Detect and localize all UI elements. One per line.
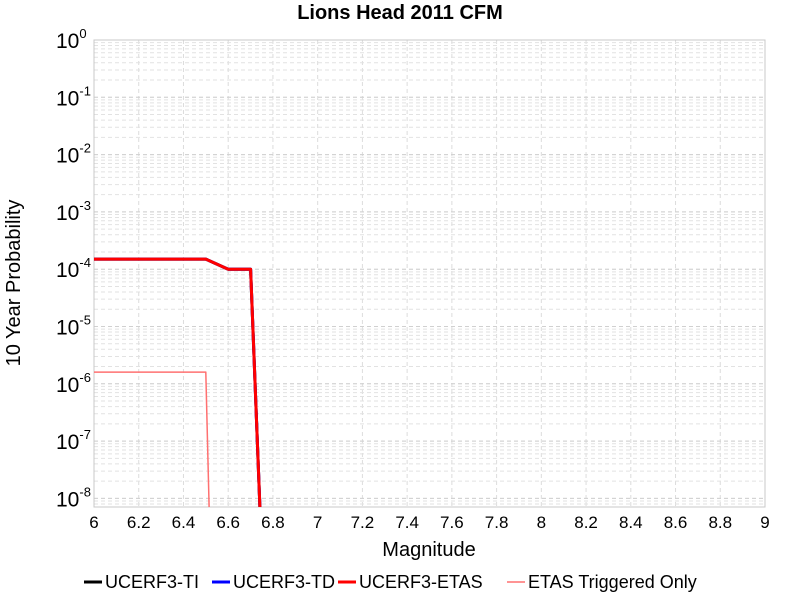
x-tick-label: 6.6 bbox=[216, 513, 240, 532]
y-axis-ticks: 100 10-1 10-2 10-3 10-4 10-5 10-6 10-7 10-8 bbox=[56, 26, 91, 511]
x-tick-label: 6 bbox=[89, 513, 98, 532]
plot-area-border bbox=[93, 39, 766, 508]
x-tick-label: 8 bbox=[537, 513, 546, 532]
y-tick-label: 10-3 bbox=[56, 198, 91, 225]
grid bbox=[93, 39, 766, 507]
x-tick-label: 6.8 bbox=[261, 513, 285, 532]
x-tick-label: 8.8 bbox=[708, 513, 732, 532]
x-tick-label: 6.4 bbox=[172, 513, 196, 532]
x-tick-label: 7.4 bbox=[395, 513, 419, 532]
legend-label-4: ETAS Triggered Only bbox=[528, 572, 697, 592]
chart-title: Lions Head 2011 CFM bbox=[297, 2, 503, 24]
legend-label-1: UCERF3-TI bbox=[105, 572, 199, 592]
x-tick-label: 8.6 bbox=[664, 513, 688, 532]
x-tick-label: 7.2 bbox=[351, 513, 375, 532]
x-tick-label: 6.2 bbox=[127, 513, 151, 532]
y-tick-label: 10-2 bbox=[56, 141, 91, 168]
legend-label-2: UCERF3-TD bbox=[233, 572, 335, 592]
series-line-4 bbox=[94, 371, 210, 507]
y-tick-label: 10-7 bbox=[56, 427, 91, 454]
x-tick-label: 7 bbox=[313, 513, 322, 532]
y-tick-label: 10-1 bbox=[56, 83, 91, 110]
x-tick-label: 8.4 bbox=[619, 513, 643, 532]
y-tick-label: 10-8 bbox=[56, 484, 91, 511]
y-tick-label: 10-4 bbox=[56, 255, 91, 282]
y-tick-label: 10-5 bbox=[56, 313, 91, 340]
series-line-2 bbox=[94, 257, 262, 507]
series-layer bbox=[94, 257, 262, 507]
legend-label-3: UCERF3-ETAS bbox=[359, 572, 483, 592]
series-line-3 bbox=[94, 257, 262, 507]
y-tick-label: 10-6 bbox=[56, 370, 91, 397]
series-line-1 bbox=[94, 257, 262, 507]
x-tick-label: 8.2 bbox=[574, 513, 598, 532]
x-axis-ticks: 6 6.2 6.4 6.6 6.8 7 7.2 7.4 7.6 7.8 8 8.2 8.4 8.6 8.8 9 bbox=[89, 513, 769, 532]
y-tick-label: 100 bbox=[56, 26, 87, 53]
x-axis-label: Magnitude bbox=[382, 539, 475, 561]
legend: UCERF3-TI UCERF3-TD UCERF3-ETAS ETAS Trigge… bbox=[84, 572, 697, 592]
y-axis-label: 10 Year Probability bbox=[3, 200, 25, 367]
x-tick-label: 9 bbox=[760, 513, 769, 532]
x-tick-label: 7.6 bbox=[440, 513, 464, 532]
x-tick-label: 7.8 bbox=[485, 513, 509, 532]
